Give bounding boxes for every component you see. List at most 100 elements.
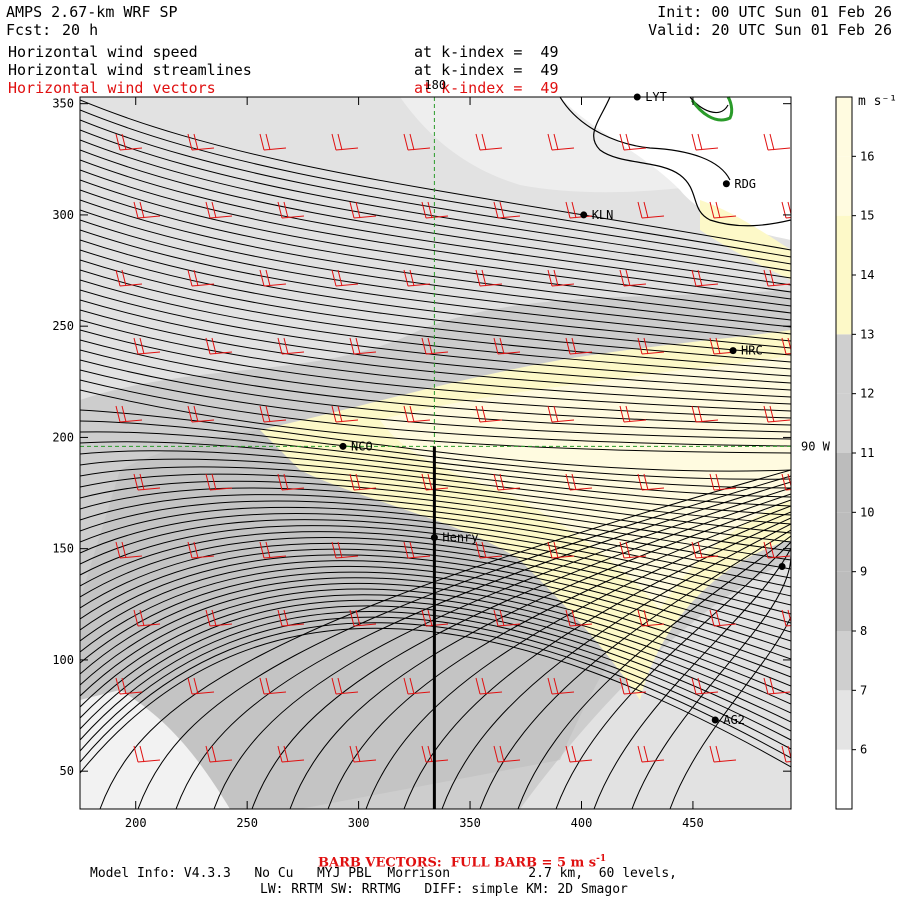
wind-barb — [349, 201, 377, 219]
axis-ticks: 200 250 300 350 400 450 350 300 250 200 150 100 50 — [52, 97, 791, 830]
wind-barb — [475, 133, 503, 151]
colorbar-label: 7 — [860, 683, 867, 697]
station-dot — [580, 211, 588, 219]
wind-barb — [403, 133, 431, 151]
streamline — [403, 517, 791, 809]
colorbar-label: 10 — [860, 505, 874, 519]
wind-barb — [709, 609, 737, 627]
streamline — [80, 616, 791, 752]
streamline — [80, 466, 791, 525]
station-dot — [339, 442, 347, 450]
colorbar-label: 16 — [860, 149, 874, 163]
streamline — [80, 139, 791, 279]
streamline — [80, 179, 791, 307]
colorbar-segment — [836, 156, 852, 216]
wind-barb — [349, 473, 377, 491]
streamline — [80, 249, 791, 356]
station-label: KLN — [592, 208, 614, 222]
streamline — [80, 169, 791, 300]
wind-barb — [115, 269, 143, 287]
x-tick-label: 200 — [125, 816, 147, 830]
wind-barb — [709, 745, 737, 763]
colorbar-segment — [836, 334, 852, 394]
wind-barb — [403, 405, 431, 423]
x-tick-label: 350 — [459, 816, 481, 830]
colorbar-segment — [836, 393, 852, 453]
streamline — [80, 519, 791, 597]
streamline — [80, 605, 791, 732]
wind-barb — [349, 337, 377, 355]
wind-barb — [349, 745, 377, 763]
wind-barb — [691, 133, 719, 151]
wind-barb — [421, 609, 449, 627]
station-dot — [711, 716, 719, 724]
colorbar: 16 15 14 13 12 11 10 9 8 7 6 — [835, 96, 874, 810]
forecast-hours: 20 h — [62, 21, 99, 39]
streamline — [80, 359, 791, 433]
streamline — [80, 473, 791, 534]
valid-time: Valid: 20 UTC Sun 01 Feb 26 — [648, 21, 892, 39]
streamline — [80, 99, 791, 251]
streamline — [80, 560, 791, 660]
streamline — [365, 511, 791, 809]
physics-info: LW: RRTM SW: RRTMG DIFF: simple KM: 2D S… — [260, 882, 628, 897]
barb-legend-exponent: -1 — [596, 854, 607, 864]
wind-barb — [547, 677, 575, 695]
wind-barb — [637, 337, 665, 355]
wind-barb — [187, 269, 215, 287]
wind-barb — [205, 337, 233, 355]
wind-barb — [187, 405, 215, 423]
streamline — [80, 594, 791, 714]
streamline — [80, 269, 791, 370]
x-tick-label: 300 — [348, 816, 370, 830]
streamline — [80, 319, 791, 405]
streamline — [80, 309, 791, 398]
streamline — [80, 480, 791, 543]
streamline — [80, 577, 791, 687]
wind-barb — [637, 201, 665, 219]
wind-barb — [637, 745, 665, 763]
streamline — [517, 535, 791, 809]
wind-barb — [619, 405, 647, 423]
wind-barb — [205, 201, 233, 219]
wind-barb — [475, 541, 503, 559]
y-tick-label: 200 — [52, 430, 74, 444]
streamline — [80, 329, 791, 412]
streamline — [555, 541, 791, 809]
colorbar-segment — [836, 275, 852, 335]
wind-barb — [565, 337, 593, 355]
wind-barb — [475, 677, 503, 695]
station-label: AG2 — [723, 713, 745, 727]
wind-barb — [187, 677, 215, 695]
parallel-label: 90 W — [801, 439, 831, 453]
wind-barb — [709, 201, 737, 219]
y-tick-label: 150 — [52, 542, 74, 556]
wind-barb — [619, 269, 647, 287]
wind-barb — [349, 609, 377, 627]
streamline — [80, 149, 791, 286]
wind-barb — [277, 609, 305, 627]
x-tick-label: 400 — [571, 816, 593, 830]
streamline — [80, 487, 791, 552]
wind-barb — [115, 133, 143, 151]
wind-barb — [133, 745, 161, 763]
streamline — [80, 571, 791, 678]
field-name-vectors: Horizontal wind vectors — [8, 79, 216, 97]
wind-barb — [781, 473, 791, 491]
station-label: NCO — [351, 439, 373, 453]
streamline — [80, 279, 791, 377]
streamline — [80, 554, 791, 651]
wind-barb — [691, 541, 719, 559]
streamline — [80, 500, 791, 570]
wind-barb — [403, 677, 431, 695]
streamline — [80, 129, 791, 272]
colorbar-label: 12 — [860, 387, 874, 401]
colorbar-segment — [836, 631, 852, 691]
station-dot — [430, 534, 438, 542]
x-tick-label: 250 — [236, 816, 258, 830]
wind-barb — [637, 609, 665, 627]
streamline — [80, 409, 791, 472]
streamline — [289, 499, 791, 809]
